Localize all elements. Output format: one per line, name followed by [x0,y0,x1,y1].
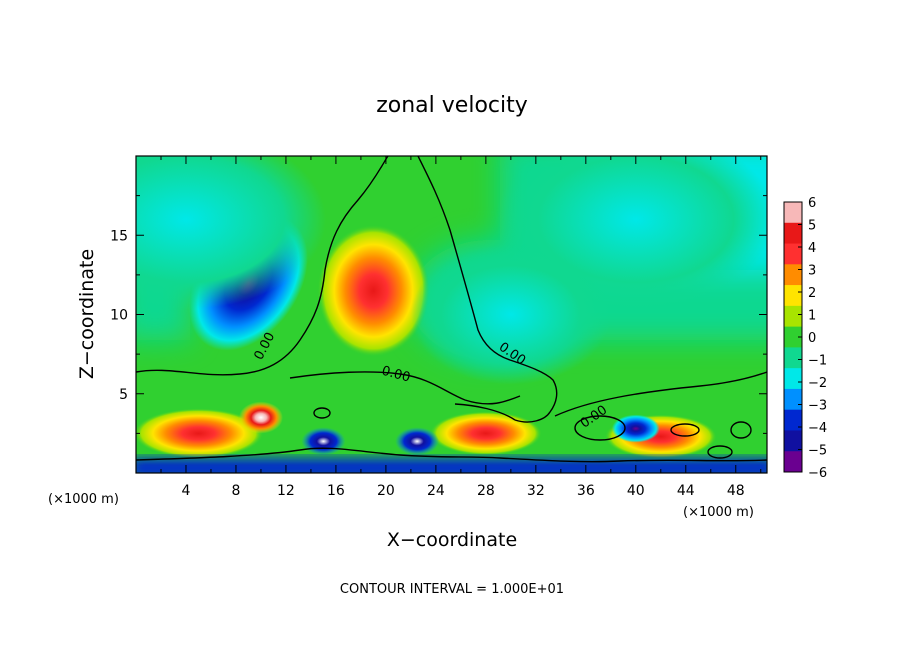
colorbar-label: 6 [808,196,816,211]
colorbar-swatch [784,326,802,348]
x-tick-label: 36 [577,483,595,499]
x-axis-label: X−coordinate [387,529,517,551]
heatmap-field: 0.000.000.000.00 [136,156,767,473]
colorbar-swatch [784,388,802,411]
x-tick-label: 20 [377,483,395,499]
colorbar-label: 2 [808,286,816,301]
field-feature [136,408,264,459]
field-feature [136,156,326,310]
x-axis: 4 8 12 16 20 24 28 32 36 40 44 48 [160,156,762,499]
contour-lines [136,156,767,463]
chart-title: zonal velocity [376,93,528,118]
x-tick-label: 16 [327,483,345,499]
colorbar-label: 3 [808,264,816,279]
y-axis-label: Z−coordinate [76,249,98,379]
colorbar-label: 0 [808,331,816,346]
x-tick-label: 12 [277,483,295,499]
field-feature [301,427,346,456]
field-feature [238,401,283,434]
colorbar-label: −4 [808,421,827,436]
colorbar-swatch [784,430,802,452]
field-feature [611,414,660,443]
x-tick-label: 32 [527,483,545,499]
x-tick-label: 44 [677,483,695,499]
colorbar-swatch [784,409,802,431]
x-tick-label: 4 [182,483,191,499]
y-tick-label: 5 [119,387,128,403]
field-feature [410,244,611,385]
colorbar-label: 5 [808,219,816,234]
y-axis: 5 10 15 [110,195,767,434]
colorbar-label: 1 [808,309,816,324]
colorbar-swatch [784,202,802,224]
colorbar-swatch [784,264,802,286]
colorbar-swatch [784,285,802,307]
contour-label: 0.00 [380,364,412,386]
x-tick-label: 28 [477,483,495,499]
colorbar-label: −3 [808,399,827,414]
colorbar-swatch [784,305,802,328]
field-feature [429,411,542,456]
colorbar-swatch [784,347,802,369]
x-tick-label: 40 [627,483,645,499]
x-tick-label: 48 [727,483,745,499]
colorbar-swatch [784,243,802,265]
colorbar-label: 4 [808,241,816,256]
x-tick-label: 8 [231,483,240,499]
colorbar-label: −2 [808,376,827,391]
x-unit-right-label: (×1000 m) [683,505,754,520]
x-unit-left-label: (×1000 m) [48,492,119,507]
colorbar-label: −6 [808,466,827,481]
field-cells [136,156,767,459]
colorbar-swatch [784,222,802,245]
y-tick-label: 15 [110,228,128,244]
colorbar-swatch [784,368,802,390]
colorbar-label: −1 [808,354,827,369]
colorbar-swatch [784,451,802,473]
field-feature [395,427,440,456]
x-tick-label: 24 [427,483,445,499]
colorbar-label: −5 [808,444,827,459]
colorbar: 6 5 4 3 2 1 0 −1 −2 −3 −4 −5 −6 [783,196,827,481]
contour-interval-note: CONTOUR INTERVAL = 1.000E+01 [340,582,564,597]
y-tick-label: 10 [110,308,128,324]
field-feature [317,224,430,357]
